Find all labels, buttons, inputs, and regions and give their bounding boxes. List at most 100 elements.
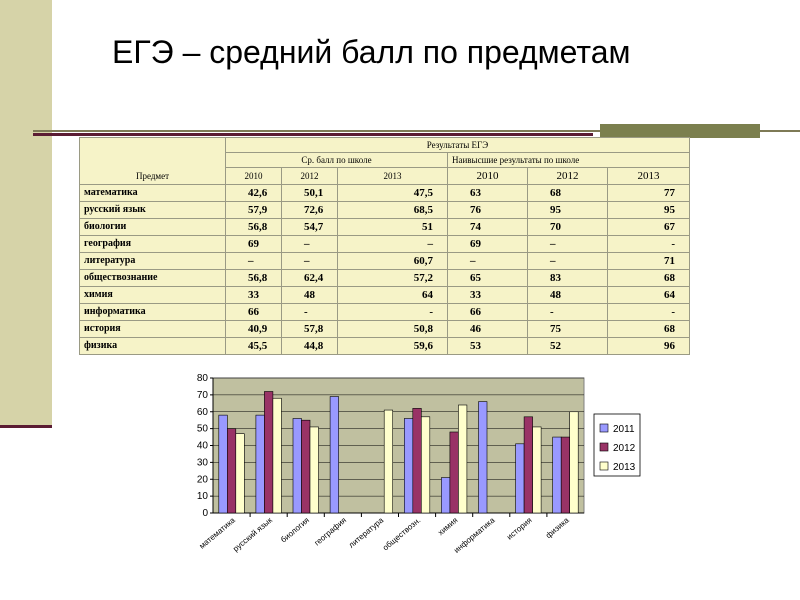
- y-tick-label: 50: [197, 424, 209, 435]
- title-divider: [33, 130, 800, 132]
- max-score-cell: 95: [527, 201, 608, 219]
- max-score-cell: -: [607, 235, 690, 253]
- x-category-label: русский язык: [231, 515, 274, 553]
- x-category-label: обществозн.: [381, 516, 422, 553]
- max-score-cell: -: [527, 303, 608, 321]
- max-score-cell: 64: [607, 286, 690, 304]
- bar-2011: [404, 418, 414, 514]
- table-row: обществознание 56,8 62,4 57,2 65 83 68: [79, 269, 690, 287]
- max-score-cell: 68: [607, 320, 690, 338]
- average-score-cell: 57,2: [337, 269, 448, 287]
- y-tick-label: 10: [197, 491, 209, 502]
- title-divider-accent: [33, 133, 593, 136]
- subject-cell: русский язык: [79, 201, 226, 219]
- bar-2011: [478, 401, 488, 514]
- bar-2011: [292, 418, 302, 514]
- y-tick-label: 40: [197, 441, 209, 452]
- average-score-cell: 64: [337, 286, 448, 304]
- average-score-cell: 66: [225, 303, 282, 321]
- group-header-average: Ср. балл по школе: [225, 152, 448, 168]
- table-row: русский язык 57,9 72,6 68,5 76 95 95: [79, 201, 690, 219]
- max-score-cell: 71: [607, 252, 690, 270]
- subject-cell: математика: [79, 184, 226, 202]
- max-score-cell: 83: [527, 269, 608, 287]
- max-score-cell: 67: [607, 218, 690, 236]
- max-score-cell: 95: [607, 201, 690, 219]
- bar-2013: [383, 409, 393, 514]
- subject-cell: литература: [79, 252, 226, 270]
- max-score-cell: 75: [527, 320, 608, 338]
- title-divider-block: [600, 124, 760, 138]
- subject-cell: биологии: [79, 218, 226, 236]
- max-score-cell: 52: [527, 337, 608, 355]
- average-score-cell: 56,8: [225, 218, 282, 236]
- table-row: география 69– –69– -: [79, 235, 690, 253]
- bar-2011: [218, 414, 228, 514]
- average-score-cell: 45,5: [225, 337, 282, 355]
- average-score-cell: 50,1: [281, 184, 338, 202]
- max-score-cell: 77: [607, 184, 690, 202]
- average-score-cell: 51: [337, 218, 448, 236]
- y-tick-label: 70: [197, 390, 209, 401]
- average-score-cell: 47,5: [337, 184, 448, 202]
- max-score-cell: 33: [447, 286, 528, 304]
- max-score-cell: 68: [607, 269, 690, 287]
- bar-2013: [235, 433, 245, 514]
- bar-2012: [560, 436, 571, 514]
- max-score-cell: –: [527, 235, 608, 253]
- year-header: 2012: [281, 167, 338, 185]
- average-score-cell: 59,6: [337, 337, 448, 355]
- average-score-cell: –: [281, 252, 338, 270]
- bar-2013: [569, 411, 579, 514]
- max-score-cell: –: [447, 252, 528, 270]
- max-score-cell: 66: [447, 303, 528, 321]
- table-header-results: Результаты ЕГЭ: [225, 137, 690, 153]
- average-score-cell: 68,5: [337, 201, 448, 219]
- average-score-cell: 57,9: [225, 201, 282, 219]
- bar-2012: [523, 416, 533, 514]
- bar-2012: [301, 419, 311, 514]
- year-header: 2013: [607, 167, 690, 185]
- x-category-label: история: [505, 516, 534, 542]
- table-row: химия 33 48 64 33 48 64: [79, 286, 690, 304]
- max-score-cell: 96: [607, 337, 690, 355]
- bar-2012: [226, 428, 237, 514]
- subject-cell: обществознание: [79, 269, 226, 287]
- average-score-cell: 60,7: [337, 252, 448, 270]
- results-table-container: Предмет Результаты ЕГЭ Ср. балл по школе…: [79, 137, 690, 355]
- max-score-cell: 69: [447, 235, 528, 253]
- y-tick-label: 80: [197, 373, 209, 384]
- x-category-label: биология: [279, 516, 311, 545]
- max-score-cell: 70: [527, 218, 608, 236]
- legend-swatch-2013: [599, 461, 609, 471]
- results-table-body: математика 42,6 50,1 47,5 63 68 77 русский язык…: [79, 184, 690, 355]
- average-score-cell: 44,8: [281, 337, 338, 355]
- subject-column-header: Предмет: [79, 137, 226, 185]
- subject-cell: химия: [79, 286, 226, 304]
- bar-2013: [272, 397, 282, 514]
- subject-cell: география: [79, 235, 226, 253]
- results-table: Предмет Результаты ЕГЭ Ср. балл по школе…: [79, 137, 690, 355]
- max-score-cell: 53: [447, 337, 528, 355]
- legend-label: 2012: [613, 443, 636, 454]
- y-tick-label: 0: [202, 508, 208, 519]
- sidebar-accent-line: [0, 425, 52, 428]
- year-header: 2012: [527, 167, 608, 185]
- legend-label: 2011: [613, 424, 635, 435]
- legend-label: 2013: [613, 462, 636, 473]
- year-header: 2010: [225, 167, 282, 185]
- average-score-cell: 62,4: [281, 269, 338, 287]
- bar-2011: [515, 443, 525, 514]
- max-score-cell: 46: [447, 320, 528, 338]
- group-header-max: Наивысшие результаты по школе: [447, 152, 690, 168]
- bar-2012: [264, 391, 274, 514]
- max-score-cell: 76: [447, 201, 528, 219]
- average-score-cell: 40,9: [225, 320, 282, 338]
- average-score-cell: 42,6: [225, 184, 282, 202]
- decorative-sidebar: [0, 0, 52, 425]
- bar-2013: [421, 416, 431, 514]
- table-row: биологии 56,8 54,7 51 74 70 67: [79, 218, 690, 236]
- x-category-label: химия: [436, 516, 459, 538]
- average-score-cell: 69: [225, 235, 282, 253]
